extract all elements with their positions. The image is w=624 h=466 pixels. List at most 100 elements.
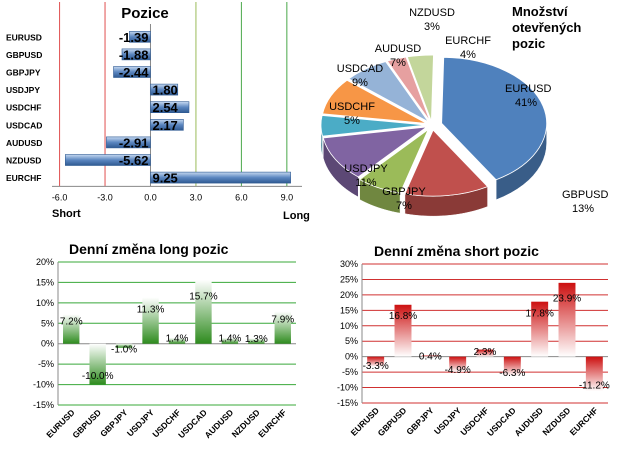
bar-gbpusd <box>121 48 151 61</box>
y-tick-label: -5% <box>342 367 358 377</box>
slice-value-eurchf: 4% <box>460 49 476 61</box>
pie-slice-nzdusd <box>386 56 431 122</box>
value-label-eurusd: -3.3% <box>363 361 389 372</box>
slice-label-usdchf: USDCHF <box>329 101 375 113</box>
value-label-eurusd: -1.39 <box>119 30 149 45</box>
pie-title-line3: pozic <box>512 36 545 51</box>
slice-value-gbpusd: 13% <box>572 203 594 215</box>
x-tick-label: -6.0 <box>52 192 68 202</box>
category-label-eurusd: EURUSD <box>6 32 42 42</box>
y-tick-label: 0% <box>345 352 358 362</box>
bar-usdcad <box>503 356 521 377</box>
slice-value-usdcad: 9% <box>352 77 368 89</box>
category-label-audusd: AUDUSD <box>203 407 236 440</box>
value-label-usdcad: -6.3% <box>499 368 525 379</box>
slice-label-eurchf: EURCHF <box>445 35 491 47</box>
y-tick-label: -10% <box>337 383 358 393</box>
bar-gbpusd <box>394 304 412 357</box>
bar-eurchf <box>274 311 291 344</box>
slice-value-nzdusd: 3% <box>424 21 440 33</box>
bar-gbpjpy <box>115 343 133 348</box>
value-label-usdjpy: 1.80 <box>152 83 177 98</box>
bar-audusd <box>531 301 549 357</box>
slice-label-usdcad: USDCAD <box>337 63 384 75</box>
bar-gbpjpy <box>421 355 439 357</box>
short-label: Short <box>52 208 81 220</box>
value-label-usdjpy: 11.3% <box>137 304 165 315</box>
value-label-usdchf: 1.4% <box>166 334 189 345</box>
pie-slice-gbpusd <box>404 129 489 197</box>
slice-label-eurusd: EURUSD <box>505 83 552 95</box>
bar-audusd <box>106 136 151 149</box>
x-tick-label: 0.0 <box>144 192 157 202</box>
y-tick-label: 5% <box>345 336 358 346</box>
daily-short-panel: Denní změna short pozic -15% -10% -5% 0% 5% 1… <box>312 232 624 461</box>
category-label-eurchf: EURCHF <box>6 173 41 183</box>
x-tick-label: 9.0 <box>281 192 294 202</box>
category-label-gbpusd: GBPUSD <box>70 407 103 440</box>
open-positions-pie-panel: EURUSD 41% GBPUSD 13% GBPJPY 7% USDJPY 11% USDCH… <box>320 0 624 230</box>
value-label-gbpusd: -10.0% <box>82 371 114 382</box>
y-tick-label: 10% <box>36 298 54 308</box>
category-label-gbpjpy: GBPJPY <box>6 68 41 78</box>
bar-eurusd <box>367 356 385 367</box>
category-label-gbpjpy: GBPJPY <box>404 405 436 437</box>
bar-eurusd <box>63 314 80 344</box>
bar-usdchf <box>476 349 494 357</box>
pie-slice-audusd <box>348 61 429 123</box>
category-label-gbpjpy: GBPJPY <box>98 407 130 439</box>
category-label-eurchf: EURCHF <box>568 405 600 437</box>
pie-slice-eurusd <box>441 56 548 181</box>
daily-short-title: Denní změna short pozic <box>374 243 539 259</box>
bar-usdjpy <box>449 356 467 372</box>
y-tick-label: -5% <box>38 359 54 369</box>
bar-eurchf <box>585 356 603 392</box>
y-tick-label: 30% <box>340 259 358 269</box>
value-label-nzdusd: 1.3% <box>245 334 268 345</box>
value-label-gbpjpy: -1.0% <box>111 345 137 356</box>
open-positions-pie: EURUSD 41% GBPUSD 13% GBPJPY 7% USDJPY 11% USDCH… <box>320 4 609 217</box>
daily-long-chart: Denní změna long pozic -15% -10% -5% 0% 5% 10… <box>33 241 296 440</box>
value-label-audusd: 1.4% <box>218 334 241 345</box>
value-label-eurchf: 7.9% <box>271 314 294 325</box>
daily-short-chart: Denní změna short pozic -15% -10% -5% 0% 5% 1… <box>337 243 610 438</box>
bar-eurchf <box>150 171 291 184</box>
daily-long-title: Denní změna long pozic <box>69 241 229 257</box>
bar-usdchf <box>150 101 190 113</box>
slice-label-gbpusd: GBPUSD <box>562 189 609 201</box>
bar-eurusd <box>129 30 151 43</box>
pie-slice-eurchf <box>406 54 434 122</box>
category-label-usdchf: USDCHF <box>6 103 41 113</box>
value-label-nzdusd: -5.62 <box>119 153 149 168</box>
category-label-usdjpy: USDJPY <box>6 85 40 95</box>
category-label-gbpusd: GBPUSD <box>6 50 42 60</box>
y-tick-label: 5% <box>41 318 54 328</box>
category-label-nzdusd: NZDUSD <box>6 156 41 166</box>
category-label-eurchf: EURCHF <box>256 407 288 439</box>
value-label-usdcad: 15.7% <box>189 291 217 302</box>
slice-value-usdjpy: 11% <box>355 177 376 189</box>
slice-value-usdchf: 5% <box>344 115 360 127</box>
y-tick-label: 20% <box>36 257 54 267</box>
y-tick-label: -10% <box>33 380 54 390</box>
category-label-usdcad: USDCAD <box>485 405 518 438</box>
x-tick-label: 3.0 <box>190 192 203 202</box>
positions-title: Pozice <box>121 5 169 22</box>
slice-value-gbpjpy: 7% <box>396 200 412 212</box>
value-label-gbpusd: -1.88 <box>119 47 149 62</box>
slice-label-audusd: AUDUSD <box>375 43 422 55</box>
y-tick-label: 0% <box>41 339 54 349</box>
pie-title-line2: otevřených <box>512 20 581 35</box>
slice-label-nzdusd: NZDUSD <box>409 7 455 19</box>
y-tick-label: 10% <box>340 321 358 331</box>
category-label-audusd: AUDUSD <box>512 405 545 438</box>
pie-slice-usdjpy <box>322 126 429 178</box>
bar-usdjpy <box>142 297 159 344</box>
slice-label-usdjpy: USDJPY <box>344 163 388 175</box>
value-label-gbpjpy: -2.44 <box>119 65 149 80</box>
bar-nzdusd <box>65 154 151 166</box>
value-label-usdcad: 2.17 <box>152 118 177 133</box>
category-label-nzdusd: NZDUSD <box>540 405 572 437</box>
bar-usdjpy <box>150 83 179 96</box>
y-tick-label: -15% <box>33 400 54 410</box>
